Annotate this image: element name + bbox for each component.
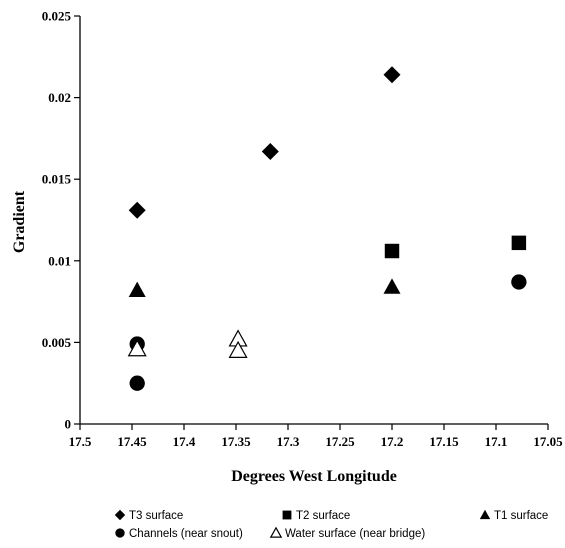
channels-near-snout-point [511, 274, 527, 290]
x-tick-label: 17.4 [173, 434, 196, 449]
legend-label: T3 surface [129, 510, 183, 522]
legend-label: Channels (near snout) [129, 528, 243, 540]
legend-item: T2 surface [282, 510, 350, 522]
x-tick-label: 17.3 [277, 434, 300, 449]
x-tick-label: 17.1 [485, 434, 508, 449]
water-surface-near-bridge-point [127, 339, 147, 357]
y-tick-label: 0 [65, 417, 72, 432]
legend-marker-icon [115, 528, 125, 538]
t1-surface-point [128, 281, 146, 297]
y-axis-title: Gradient [11, 190, 28, 253]
x-tick-label: 17.45 [117, 434, 147, 449]
x-tick-label: 17.5 [69, 434, 92, 449]
legend-item: T3 surface [114, 509, 183, 522]
legend-label: T1 surface [494, 510, 548, 522]
legend-marker-icon [479, 509, 491, 520]
legend-marker-icon [114, 509, 126, 521]
t2-surface-point [384, 243, 400, 259]
t3-surface-point [261, 142, 279, 160]
channels-near-snout-point [129, 375, 145, 391]
y-tick-label: 0.005 [42, 335, 72, 350]
legend-item: T1 surface [479, 509, 548, 522]
y-tick-label: 0.01 [48, 253, 71, 268]
legend-item: Water surface (near bridge) [269, 526, 425, 540]
y-tick-label: 0.025 [42, 9, 72, 24]
x-tick-label: 17.25 [325, 434, 355, 449]
x-tick-label: 17.15 [429, 434, 459, 449]
water-surface-near-bridge-point [228, 340, 248, 358]
y-tick-label: 0.02 [48, 90, 71, 105]
x-tick-label: 17.35 [221, 434, 251, 449]
x-tick-label: 17.2 [381, 434, 404, 449]
x-tick-label: 17.05 [533, 434, 563, 449]
legend-label: T2 surface [296, 510, 350, 522]
t1-surface-point [383, 278, 401, 294]
t2-surface-point [511, 235, 527, 251]
legend-marker-icon [269, 526, 283, 538]
legend-marker-icon [282, 510, 292, 520]
x-axis-title: Degrees West Longitude [231, 468, 397, 485]
t3-surface-point [128, 201, 146, 219]
y-tick-label: 0.015 [42, 172, 72, 187]
t3-surface-point [383, 66, 401, 84]
legend: T3 surface T2 surface T1 surface Channels (… [114, 509, 548, 540]
legend-label: Water surface (near bridge) [285, 528, 425, 540]
legend-item: Channels (near snout) [115, 528, 243, 540]
